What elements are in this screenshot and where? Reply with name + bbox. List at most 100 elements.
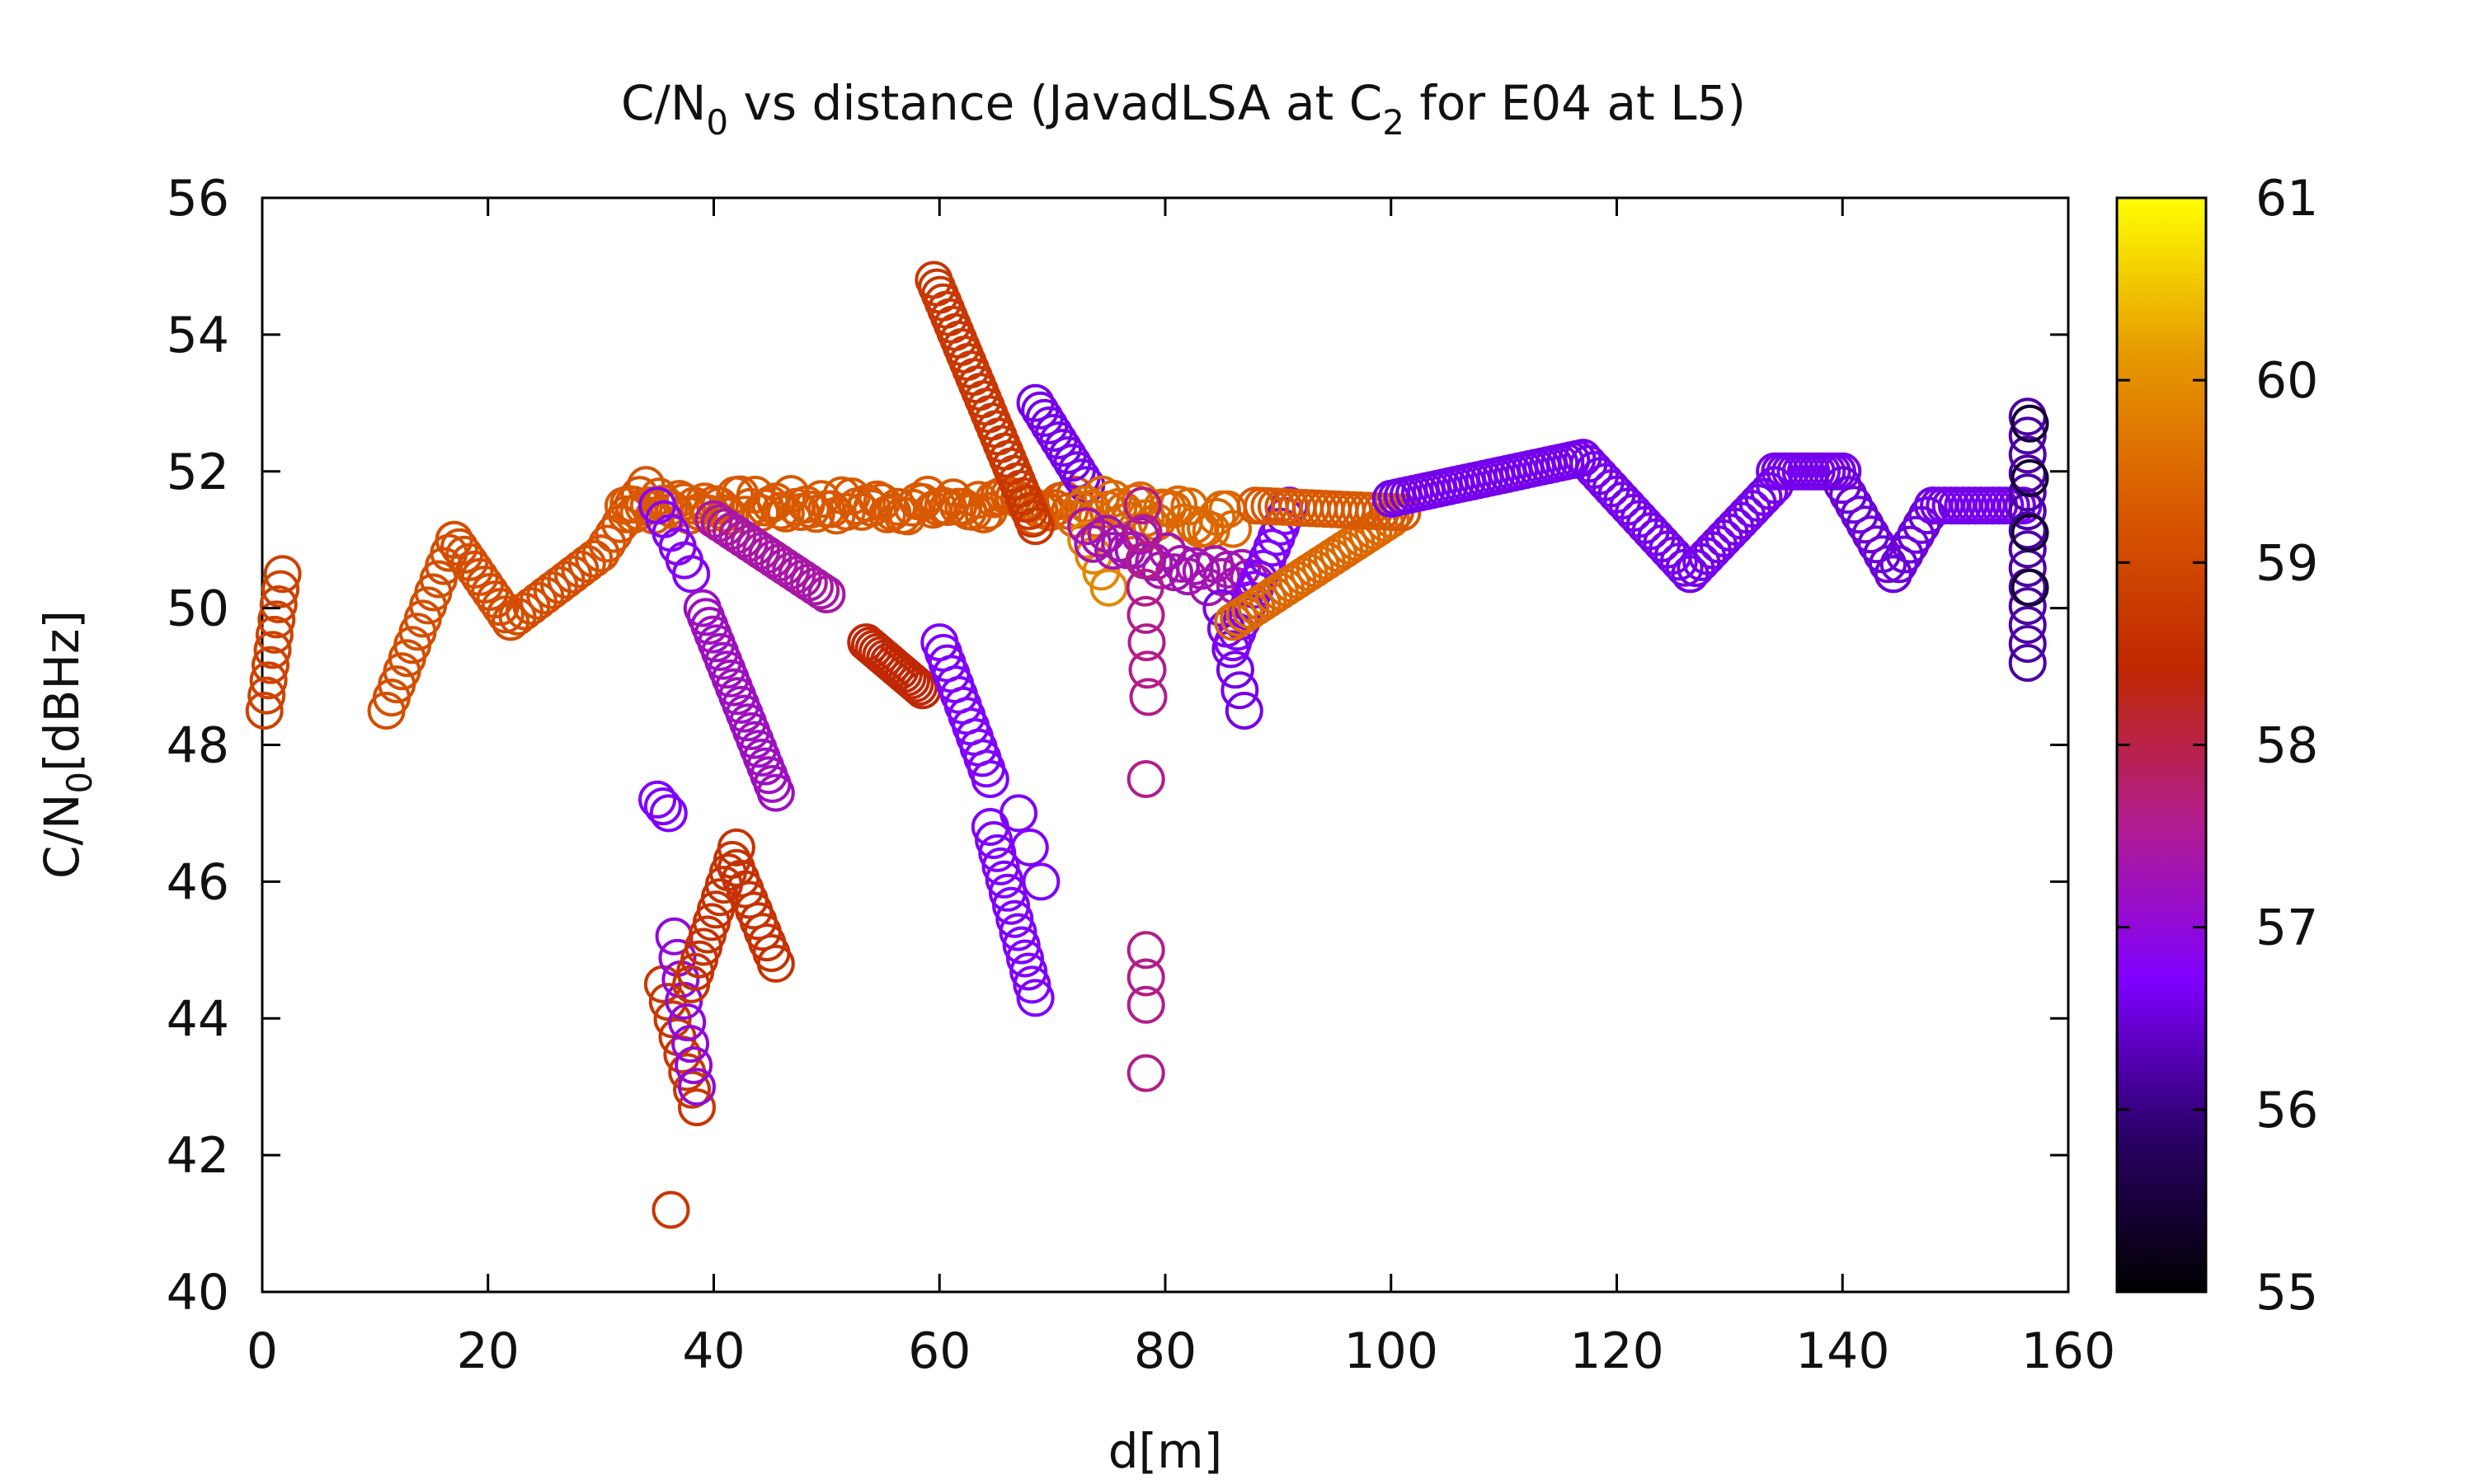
data-point — [247, 676, 286, 715]
data-point — [929, 488, 967, 526]
data-point — [673, 1070, 712, 1109]
data-point — [2011, 514, 2049, 552]
data-point — [971, 760, 1009, 798]
data-point — [1897, 515, 1935, 554]
data-point — [2008, 587, 2047, 626]
data-point — [663, 1036, 702, 1074]
y-tick-label: 54 — [167, 307, 229, 364]
y-tick-label: 48 — [167, 717, 229, 775]
data-point — [263, 555, 302, 594]
data-point — [643, 787, 682, 826]
data-point — [1221, 671, 1259, 710]
data-point — [1126, 1054, 1165, 1092]
data-point — [934, 478, 972, 517]
data-point — [988, 873, 1027, 912]
data-point — [1659, 542, 1698, 581]
data-point — [1846, 505, 1884, 544]
data-point — [1013, 965, 1051, 1004]
data-point — [678, 1088, 716, 1127]
data-point — [257, 600, 296, 639]
title-middle-subscript: 2 — [1382, 102, 1404, 143]
data-point — [668, 1003, 707, 1041]
data-point — [1127, 623, 1166, 662]
colorbar-tick-label: 61 — [2255, 170, 2318, 228]
data-point — [1851, 515, 1890, 554]
x-tick-label: 120 — [1569, 1322, 1664, 1380]
data-point — [253, 631, 292, 669]
data-point — [2011, 404, 2049, 443]
data-point — [1840, 495, 1879, 534]
data-point — [259, 585, 298, 623]
data-point — [888, 658, 927, 697]
data-point — [1009, 952, 1048, 991]
y-axis-title-unit: [dBHz] — [34, 610, 90, 772]
data-point — [999, 794, 1038, 833]
data-point — [802, 571, 840, 610]
data-point — [1080, 519, 1119, 558]
title-middle: vs distance (JavadLSA at C — [728, 75, 1382, 131]
data-point — [1016, 507, 1055, 546]
data-point — [2008, 530, 2047, 569]
data-point — [2008, 511, 2047, 550]
title-main: C/N — [621, 75, 706, 131]
data-point — [675, 1046, 713, 1085]
data-point — [1125, 541, 1164, 580]
x-axis: 0 20 40 60 80 100 120 140 160 — [247, 198, 2115, 1380]
data-point — [1129, 678, 1168, 716]
data-point — [717, 828, 755, 866]
y-tick-label: 40 — [167, 1264, 229, 1322]
data-point — [2008, 606, 2047, 644]
data-point — [1214, 510, 1253, 548]
chart-title: C/N0 vs distance (JavadLSA at C2 for E04… — [621, 75, 1746, 143]
data-point — [671, 1025, 710, 1064]
data-point — [653, 1000, 692, 1039]
data-point — [1126, 985, 1165, 1024]
data-point — [1823, 452, 1862, 491]
data-point — [649, 794, 688, 833]
x-tick-label: 100 — [1343, 1322, 1438, 1380]
x-tick-label: 160 — [2021, 1322, 2116, 1380]
data-point — [1834, 486, 1873, 524]
x-tick-label: 20 — [457, 1322, 520, 1380]
data-point — [756, 773, 795, 812]
colorbar-axis: 55 56 57 58 59 60 61 — [2117, 170, 2318, 1322]
data-point — [1099, 487, 1138, 526]
y-axis-title: C/N0[dBHz] — [34, 610, 100, 879]
colorbar-tick-label: 60 — [2255, 352, 2318, 410]
x-tick-label: 40 — [682, 1322, 745, 1380]
data-point — [1879, 545, 1918, 584]
data-point — [1126, 595, 1165, 634]
y-axis-title-main: C/N — [34, 794, 90, 879]
data-point — [812, 490, 851, 528]
data-point — [1128, 650, 1167, 689]
data-point — [2008, 435, 2047, 474]
colorbar-tick-label: 57 — [2255, 899, 2318, 957]
data-point — [638, 780, 677, 819]
data-point — [1823, 466, 1862, 505]
data-point — [1006, 939, 1044, 978]
data-point — [486, 595, 524, 634]
data-point — [1016, 979, 1055, 1017]
data-point — [995, 899, 1034, 938]
data-point — [2011, 568, 2049, 607]
data-point — [567, 545, 606, 583]
x-tick-label: 80 — [1134, 1322, 1197, 1380]
data-point — [1216, 650, 1254, 689]
data-point — [255, 615, 294, 654]
colorbar-tick-label: 56 — [2255, 1082, 2318, 1139]
x-tick-label: 140 — [1795, 1322, 1890, 1380]
data-point — [1123, 486, 1162, 525]
x-tick-label: 60 — [908, 1322, 971, 1380]
data-point — [651, 1190, 690, 1229]
colorbar — [2115, 196, 2208, 1294]
x-tick-label: 0 — [247, 1322, 278, 1380]
data-point — [588, 524, 627, 563]
data-point — [1124, 514, 1163, 552]
y-tick-label: 42 — [167, 1127, 229, 1185]
data-point — [1225, 692, 1263, 730]
y-axis: 40 42 44 46 48 50 52 54 56 — [167, 170, 2068, 1322]
data-point — [1891, 525, 1930, 564]
data-point — [756, 944, 795, 983]
data-point — [1126, 568, 1164, 607]
